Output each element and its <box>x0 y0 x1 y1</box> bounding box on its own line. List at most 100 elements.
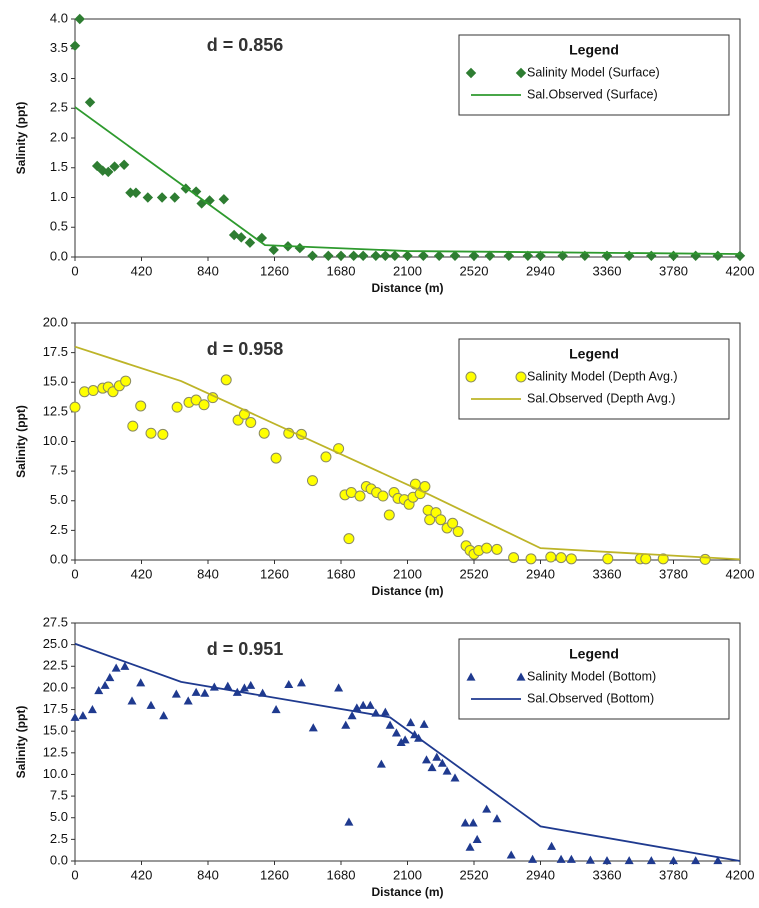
model-point <box>135 400 147 412</box>
y-tick-label: 2.5 <box>50 831 68 846</box>
y-tick-label: 15.0 <box>43 374 68 389</box>
x-tick-label: 1680 <box>327 263 356 278</box>
model-point <box>294 242 306 254</box>
model-point <box>734 250 746 262</box>
model-point <box>358 700 368 709</box>
model-point <box>307 250 318 262</box>
model-point <box>223 681 233 690</box>
x-tick-label: 420 <box>131 566 153 581</box>
model-point <box>171 689 181 698</box>
model-point <box>94 686 104 695</box>
y-tick-label: 2.0 <box>50 129 68 144</box>
model-point <box>468 818 478 827</box>
y-tick-label: 7.5 <box>50 463 68 478</box>
model-point <box>271 705 281 714</box>
x-tick-label: 1260 <box>260 263 289 278</box>
x-tick-label: 2520 <box>460 566 489 581</box>
model-point <box>365 700 375 709</box>
model-point <box>712 250 724 262</box>
model-point <box>640 553 652 565</box>
x-tick-label: 3360 <box>593 566 622 581</box>
y-tick-label: 2.5 <box>50 522 68 537</box>
model-point <box>191 687 201 696</box>
model-point <box>391 728 401 737</box>
model-point <box>344 817 354 826</box>
panel: 0.0 0.5 1.0 1.5 2.0 2.5 3.0 3.5 4.0 0 420 840 1260 16… <box>14 10 754 295</box>
model-point <box>74 13 85 25</box>
model-point <box>109 161 120 172</box>
x-tick-label: 1260 <box>260 867 289 882</box>
model-point <box>376 759 386 768</box>
y-axis-label: Salinity (ppt) <box>14 706 28 779</box>
y-tick-label: 0.0 <box>50 852 68 867</box>
legend-label: Salinity Model (Depth Avg.) <box>527 369 678 383</box>
model-point <box>525 553 537 565</box>
model-point <box>245 417 257 429</box>
model-point <box>579 250 591 262</box>
model-point <box>482 804 492 813</box>
annotation: d = 0.856 <box>207 35 284 55</box>
y-tick-label: 3.5 <box>50 40 68 55</box>
legend-title: Legend <box>569 346 619 362</box>
model-point <box>270 452 282 464</box>
model-point <box>334 683 344 692</box>
model-point <box>348 250 359 262</box>
model-point <box>100 680 110 689</box>
x-tick-label: 2100 <box>393 263 422 278</box>
legend-swatch <box>515 67 527 79</box>
model-point <box>492 814 502 823</box>
model-point <box>447 517 459 529</box>
model-point <box>218 194 230 205</box>
y-axis-label: Salinity (ppt) <box>14 102 28 175</box>
model-point <box>669 856 678 865</box>
model-point <box>171 401 183 413</box>
model-point <box>127 420 139 432</box>
model-point <box>556 854 566 863</box>
x-tick-label: 2100 <box>393 867 422 882</box>
model-point <box>239 683 249 692</box>
model-point <box>380 250 391 262</box>
y-tick-label: 7.5 <box>50 788 68 803</box>
model-point <box>602 856 612 865</box>
y-tick-label: 5.0 <box>50 492 68 507</box>
legend-swatch <box>466 672 476 681</box>
observed-line <box>74 642 741 862</box>
model-point <box>491 543 503 555</box>
y-tick-label: 12.5 <box>43 744 68 759</box>
model-point <box>357 250 369 262</box>
x-tick-label: 1680 <box>327 566 356 581</box>
legend-box <box>458 34 730 116</box>
model-point <box>484 250 496 262</box>
y-tick-label: 20.0 <box>43 314 68 329</box>
x-tick-label: 3360 <box>593 867 622 882</box>
y-tick-label: 27.5 <box>43 614 68 629</box>
model-point <box>585 855 595 864</box>
model-point <box>602 553 614 565</box>
y-tick-label: 25.0 <box>43 636 68 651</box>
model-point <box>433 250 445 262</box>
model-point <box>323 250 334 262</box>
model-point <box>354 490 366 502</box>
x-tick-label: 0 <box>71 566 78 581</box>
model-point <box>449 250 461 262</box>
model-point <box>699 553 711 565</box>
y-tick-label: 4.0 <box>50 10 68 25</box>
model-point <box>450 773 460 782</box>
model-point <box>87 385 99 397</box>
model-point <box>452 526 464 538</box>
model-point <box>432 752 442 761</box>
x-tick-label: 3780 <box>659 263 688 278</box>
y-tick-label: 2.5 <box>50 100 68 115</box>
annotation: d = 0.951 <box>207 639 284 659</box>
y-tick-label: 15.0 <box>43 723 68 738</box>
model-point <box>258 427 270 439</box>
x-tick-label: 2100 <box>393 566 422 581</box>
y-tick-label: 0.0 <box>50 248 68 263</box>
model-point <box>320 451 332 463</box>
y-tick-label: 10.0 <box>43 433 68 448</box>
x-tick-label: 4200 <box>726 566 755 581</box>
x-tick-label: 420 <box>131 867 153 882</box>
panel: 0.0 2.5 5.0 7.5 10.0 12.5 15.0 17.5 20.0 22.5 25.0… <box>14 614 754 899</box>
model-point <box>566 854 576 863</box>
